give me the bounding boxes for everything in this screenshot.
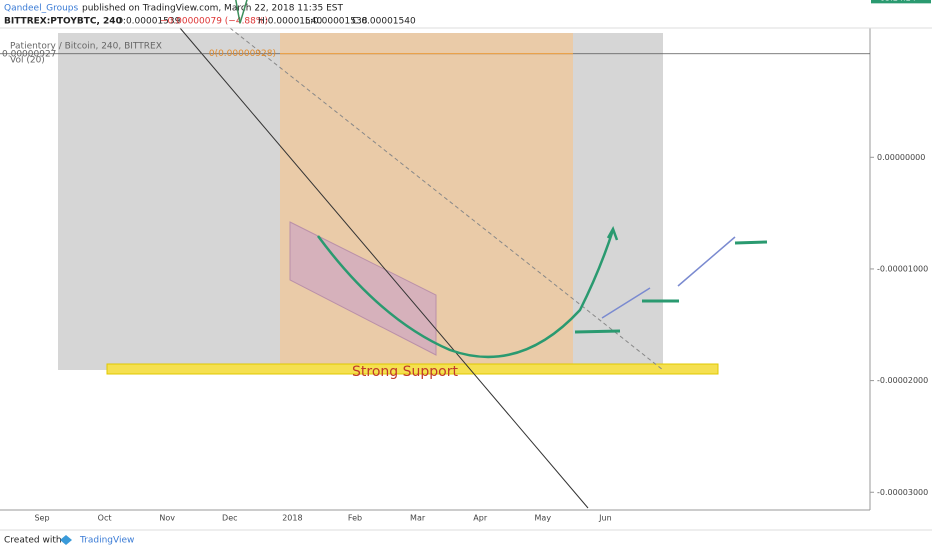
x-tick-label: Oct [98,514,112,523]
footer-created: Created with [4,536,62,546]
countdown-badge [871,0,931,4]
arrow-head [606,225,619,241]
x-tick-label: Mar [410,514,426,523]
close-value: C:0.00001540 [352,17,416,27]
legend-symbol: Patientory / Bitcoin, 240, BITTREX [10,42,162,52]
high-low-close: H:0.00001540 [258,17,322,27]
arrow [677,236,736,287]
level-label: 0.00000927 [2,49,56,59]
annotation: Strong Support [352,364,458,380]
x-tick-label: 2018 [282,514,302,523]
x-tick-label: Feb [348,514,362,523]
x-tick-label: Sep [34,514,49,523]
x-tick-label: Nov [159,514,175,523]
y-tick-label: -0.00001000 [877,264,928,273]
fib-label: 0(0.00000928) [209,49,276,59]
x-tick-label: Dec [222,514,237,523]
logo [60,535,72,545]
trend-line-dashed [229,27,664,371]
low-value: L:0.00001538 [305,17,368,27]
arrow [601,287,651,319]
open: O:0.00001539 [116,17,181,27]
target-mark [734,240,768,245]
published: published on TradingView.com, March 22, … [82,4,343,14]
footer-brand[interactable]: TradingView [79,536,134,546]
support-box [106,363,719,375]
x-tick-label: Jun [598,514,612,523]
projection-curve [316,229,615,359]
legend-volume: Vol (20) [10,56,45,66]
y-tick-label: -0.00002000 [877,376,928,385]
y-tick-label: -0.00003000 [877,488,928,497]
countdown-label: 03:24:24 [880,0,916,2]
y-tick-label: 0.00000000 [877,153,925,162]
trend-line [179,27,589,509]
change: −0.00000079 (−4.88%) [160,17,268,27]
x-tick-label: May [535,514,552,523]
symbol: BITTREX:PTOYBTC, 240 [4,17,122,27]
x-tick-label: Apr [473,514,488,523]
author[interactable]: Qandeel_Groups [4,4,78,14]
target-mark [574,329,621,334]
